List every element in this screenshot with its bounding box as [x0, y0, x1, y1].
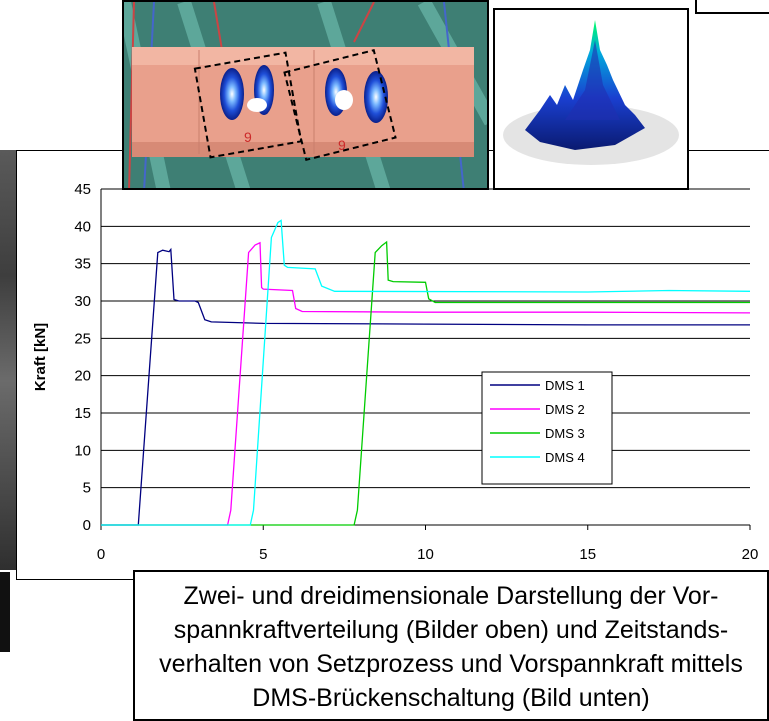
y-tick-label: 5 — [83, 480, 91, 497]
series-line-2 — [101, 241, 751, 526]
caption-line-3: verhalten von Setzprozess und Vorspannkr… — [159, 650, 743, 678]
series-line-4 — [101, 219, 751, 526]
y-tick-label: 0 — [83, 517, 91, 534]
x-tick-label: 15 — [579, 546, 596, 563]
legend-box — [481, 371, 613, 485]
legend-label-3: DMS 3 — [545, 426, 585, 441]
y-tick-label: 45 — [74, 181, 91, 198]
legend-label-1: DMS 1 — [545, 378, 585, 393]
svg-text:9: 9 — [338, 137, 346, 153]
y-tick-label: 30 — [74, 293, 91, 310]
caption-line-4: DMS-Brückenschaltung (Bild unten) — [252, 684, 650, 712]
y-tick-label: 15 — [74, 405, 91, 422]
pressure-plate-photo: 9 9 — [122, 0, 489, 190]
x-tick-label: 0 — [97, 546, 105, 563]
x-tick-label: 20 — [742, 546, 759, 563]
y-tick-label: 25 — [74, 330, 91, 347]
y-tick-label: 20 — [74, 368, 91, 385]
y-tick-label: 40 — [74, 218, 91, 235]
caption-line-1: Zwei- und dreidimensionale Darstellung d… — [183, 582, 719, 610]
force-time-chart: 0 5 10 15 20 25 30 35 40 45 0 5 10 15 20 Kraft [kN] DMS … — [32, 181, 759, 563]
legend-label-4: DMS 4 — [545, 450, 585, 465]
y-tick-label: 10 — [74, 442, 91, 459]
y-axis-label: Kraft [kN] — [32, 323, 49, 391]
chart-panel: 0 5 10 15 20 25 30 35 40 45 0 5 10 15 20 Kraft [kN] DMS … — [16, 150, 769, 580]
svg-text:9: 9 — [244, 129, 252, 145]
series-line-1 — [101, 247, 750, 526]
top-right-frame — [695, 0, 769, 14]
left-photo-strip — [0, 150, 17, 570]
left-photo-edge — [0, 572, 10, 652]
x-tick-label: 5 — [259, 546, 267, 563]
metal-plate — [132, 47, 474, 157]
pressure-3d-plot — [493, 8, 689, 190]
caption-box: Zwei- und dreidimensionale Darstellung d… — [133, 570, 769, 721]
x-tick-label: 10 — [417, 546, 434, 563]
legend-label-2: DMS 2 — [545, 402, 585, 417]
caption-line-2: spannkraftverteilung (Bilder oben) und Z… — [173, 616, 729, 644]
y-tick-label: 35 — [74, 256, 91, 273]
series-line-3 — [101, 240, 750, 526]
